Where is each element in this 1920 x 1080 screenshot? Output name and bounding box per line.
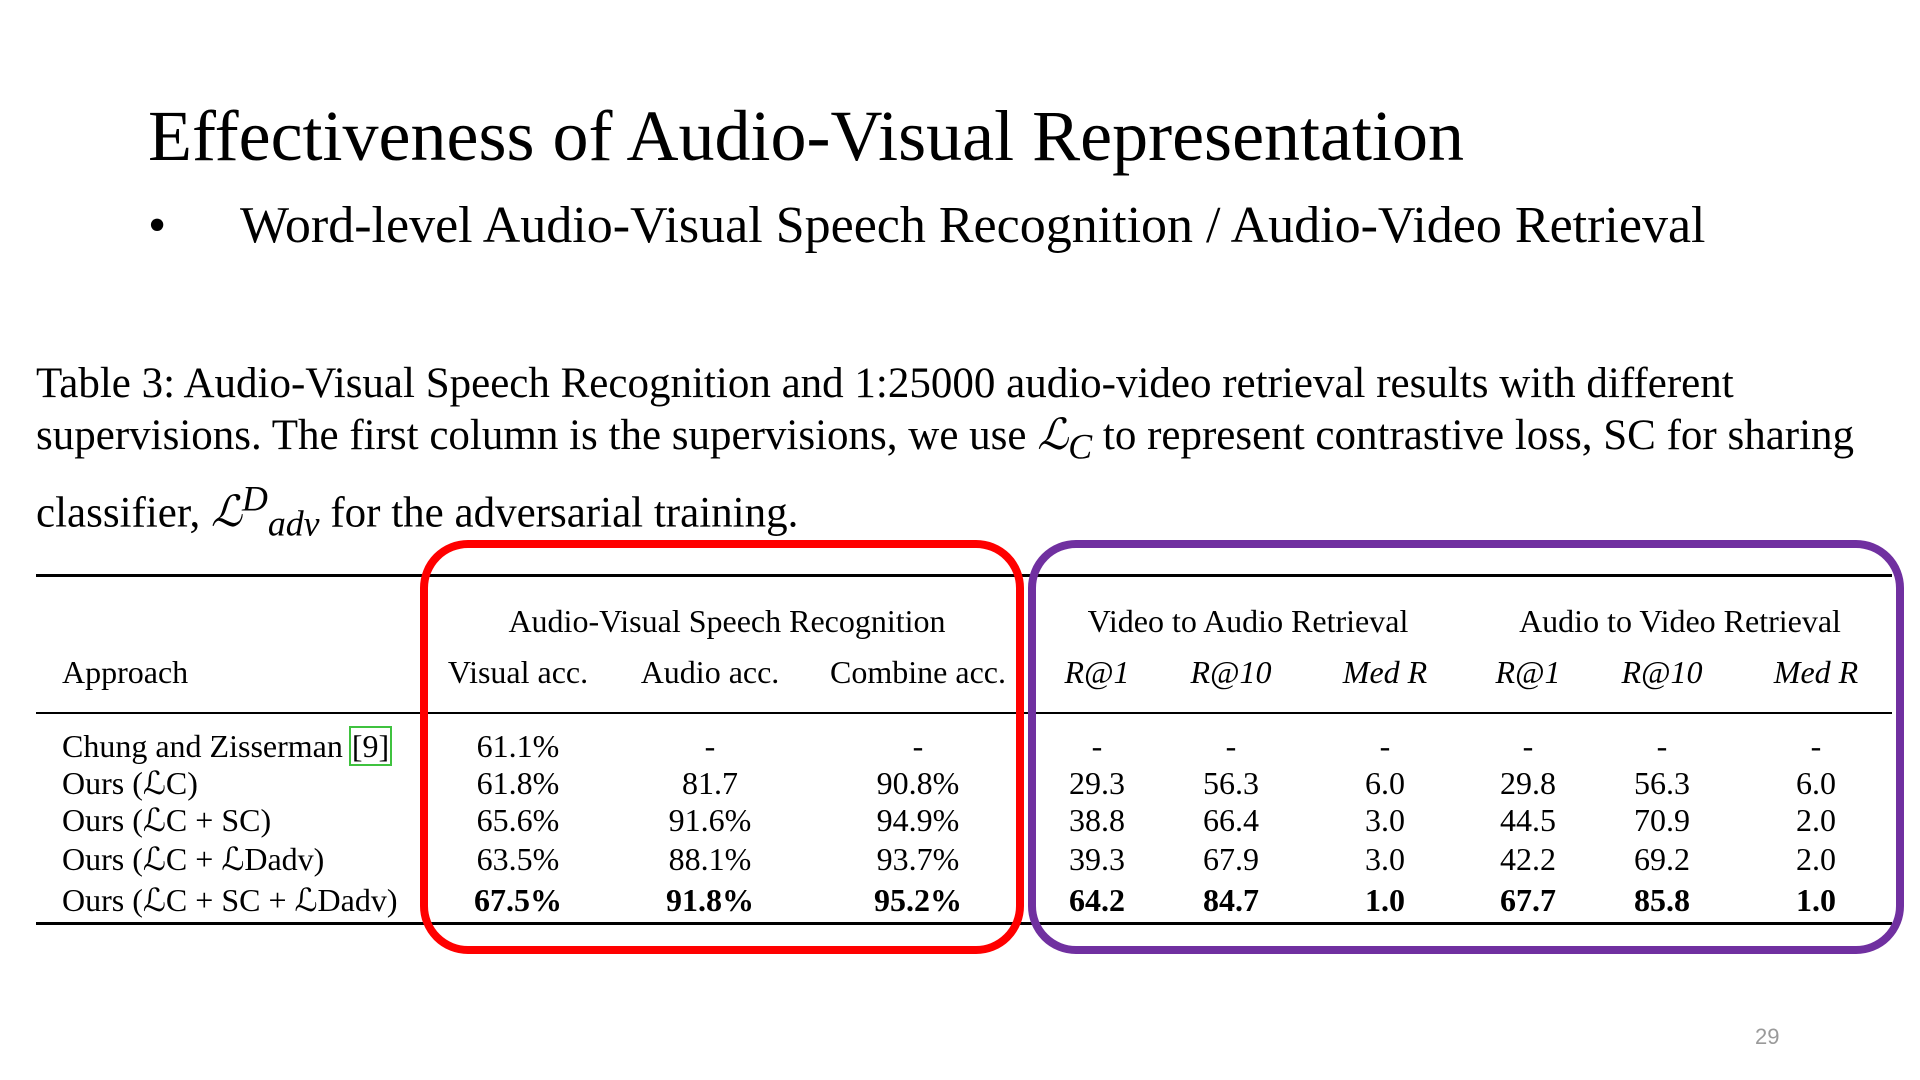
lc-subscript: C <box>1068 426 1093 467</box>
ladv-letter: ℒ <box>210 488 242 536</box>
table-caption: Table 3: Audio-Visual Speech Recognition… <box>36 358 1886 550</box>
ladv-symbol: ℒDadv <box>210 479 320 544</box>
table-cell: 69.2 <box>1634 841 1690 877</box>
slide-title: Effectiveness of Audio-Visual Representa… <box>148 96 1465 176</box>
table-cell: 67.5% <box>474 882 562 918</box>
table-cell: 61.8% <box>476 765 560 801</box>
table-cell: 94.9% <box>876 802 960 838</box>
citation-number: 9 <box>362 728 379 764</box>
bullet-text: Word-level Audio-Visual Speech Recogniti… <box>240 197 1706 254</box>
col-header-va-medr: Med R <box>1342 654 1428 690</box>
table-cell: 1.0 <box>1796 882 1836 918</box>
table-cell: 95.2% <box>874 882 962 918</box>
caption-text-2: to represent contrastive loss, SC for sh… <box>36 412 1855 536</box>
page-number: 29 <box>1755 1024 1780 1049</box>
approach-row-0: Chung and Zisserman [9] <box>62 726 393 766</box>
table-cell: 56.3 <box>1203 765 1259 801</box>
col-header-approach: Approach <box>62 654 189 690</box>
ladv-subscript: adv <box>267 503 320 544</box>
table-cell: 1.0 <box>1365 882 1405 918</box>
table-cell: - <box>1522 728 1534 764</box>
col-header-av-r1: R@1 <box>1495 654 1561 690</box>
approach-row-4: Ours (ℒC + SC + ℒDadv) <box>62 882 398 918</box>
table-cell: 61.1% <box>476 728 560 764</box>
col-header-av-r10: R@10 <box>1621 654 1703 690</box>
table-cell: - <box>912 728 924 764</box>
recognition-highlight-box <box>420 540 1024 954</box>
approach-row-1: Ours (ℒC) <box>62 765 198 801</box>
table-cell: 88.1% <box>668 841 752 877</box>
approach-row-2: Ours (ℒC + SC) <box>62 802 272 838</box>
lc-symbol: ℒC <box>1037 412 1092 467</box>
table-cell: - <box>704 728 716 764</box>
bullet-item: • Word-level Audio-Visual Speech Recognit… <box>148 200 1705 252</box>
table-cell: 6.0 <box>1796 765 1836 801</box>
col-header-va-r10: R@10 <box>1190 654 1272 690</box>
table-cell: 2.0 <box>1796 841 1836 877</box>
table-cell: - <box>1091 728 1103 764</box>
table-cell: 6.0 <box>1365 765 1405 801</box>
table-cell: 90.8% <box>876 765 960 801</box>
table-bottom-rule <box>36 922 1892 925</box>
table-cell: 44.5 <box>1500 802 1556 838</box>
col-header-va-r1: R@1 <box>1064 654 1130 690</box>
table-cell: 29.8 <box>1500 765 1556 801</box>
table-cell: 65.6% <box>476 802 560 838</box>
table-cell: 63.5% <box>476 841 560 877</box>
table-cell: 85.8 <box>1634 882 1690 918</box>
table-cell: 67.7 <box>1500 882 1556 918</box>
approach-text: Chung and Zisserman <box>62 728 343 764</box>
table-cell: 29.3 <box>1069 765 1125 801</box>
bullet-dot-icon: • <box>148 197 167 254</box>
group-header-audio-to-video: Audio to Video Retrieval <box>1519 603 1841 639</box>
table-top-rule <box>36 574 1892 577</box>
table-cell: 91.8% <box>666 882 754 918</box>
table-header-rule <box>36 712 1892 714</box>
table-cell: 84.7 <box>1203 882 1259 918</box>
col-header-combine-acc: Combine acc. <box>830 654 1006 690</box>
table-cell: - <box>1379 728 1391 764</box>
col-header-visual-acc: Visual acc. <box>447 654 589 690</box>
table-cell: 2.0 <box>1796 802 1836 838</box>
table-cell: 39.3 <box>1069 841 1125 877</box>
table-cell: 67.9 <box>1203 841 1259 877</box>
retrieval-highlight-box <box>1028 540 1904 954</box>
col-header-audio-acc: Audio acc. <box>640 654 780 690</box>
caption-text-3: for the adversarial training. <box>319 488 799 536</box>
table-cell: 42.2 <box>1500 841 1556 877</box>
lc-letter: ℒ <box>1037 412 1069 459</box>
approach-row-3: Ours (ℒC + ℒDadv) <box>62 841 325 877</box>
table-cell: 93.7% <box>876 841 960 877</box>
table-cell: 3.0 <box>1365 841 1405 877</box>
table-cell: - <box>1810 728 1822 764</box>
table-cell: 70.9 <box>1634 802 1690 838</box>
ladv-superscript: D <box>241 478 268 519</box>
col-header-av-medr: Med R <box>1773 654 1859 690</box>
table-cell: 64.2 <box>1069 882 1125 918</box>
table-cell: 66.4 <box>1203 802 1259 838</box>
group-header-recognition: Audio-Visual Speech Recognition <box>508 603 946 639</box>
group-header-video-to-audio: Video to Audio Retrieval <box>1087 603 1409 639</box>
citation-link[interactable]: [9] <box>348 726 393 766</box>
table-cell: 81.7 <box>682 765 738 801</box>
caption-text-1: Table 3: Audio-Visual Speech Recognition… <box>36 360 1734 459</box>
table-cell: - <box>1225 728 1237 764</box>
table-cell: - <box>1656 728 1668 764</box>
table-cell: 38.8 <box>1069 802 1125 838</box>
table-cell: 91.6% <box>668 802 752 838</box>
table-cell: 3.0 <box>1365 802 1405 838</box>
table-cell: 56.3 <box>1634 765 1690 801</box>
